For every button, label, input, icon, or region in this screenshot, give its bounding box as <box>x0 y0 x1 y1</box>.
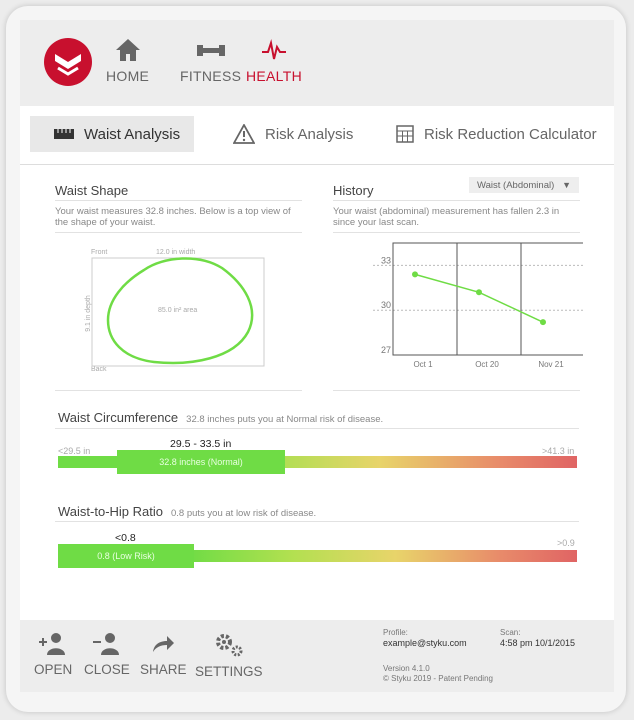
tab-risk-analysis-label: Risk Analysis <box>265 125 354 143</box>
copyright-label: © Styku 2019 - Patent Pending <box>383 674 493 683</box>
add-user-icon <box>39 633 66 655</box>
divider <box>55 200 302 201</box>
divider <box>333 200 580 201</box>
tab-risk-analysis[interactable]: Risk Analysis <box>233 116 353 152</box>
tab-bar: Waist Analysis Risk Analysis Risk Reduct… <box>20 106 614 165</box>
divider <box>55 232 302 233</box>
nav-fitness-label: FITNESS <box>180 68 242 84</box>
share-label: SHARE <box>140 662 187 677</box>
calculator-icon <box>396 125 414 143</box>
chart-frame <box>392 242 583 356</box>
whr-high-threshold-label: >0.9 <box>557 538 575 548</box>
waist-outline-plot <box>91 257 265 367</box>
waist-circumference-subtitle: 32.8 inches puts you at Normal risk of d… <box>186 414 384 425</box>
back-label: Back <box>91 366 107 373</box>
home-icon <box>115 39 140 61</box>
metric-dropdown-value: Waist (Abdominal) <box>477 179 555 191</box>
metric-dropdown[interactable]: Waist (Abdominal) ▼ <box>469 177 579 193</box>
history-desc: Your waist (abdominal) measurement has f… <box>333 206 560 228</box>
warning-icon <box>233 124 255 144</box>
scan-info: Scan: 4:58 pm 10/1/2015 <box>500 628 575 649</box>
front-label: Front <box>91 249 108 256</box>
whr-value-marker: 0.8 (Low Risk) <box>58 544 194 568</box>
scan-label: Scan: <box>500 628 521 637</box>
y-tick-label: 30 <box>381 300 391 310</box>
tab-waist-analysis-label: Waist Analysis <box>84 125 181 143</box>
nav-fitness[interactable]: FITNESS <box>180 38 241 84</box>
remove-user-icon <box>92 633 119 655</box>
app-window: HOME FITNESS HEALTH Waist Analysis <box>20 20 614 692</box>
whr-section: Waist-to-Hip Ratio 0.8 puts you at low ri… <box>58 504 316 519</box>
tab-waist-analysis[interactable]: Waist Analysis <box>30 116 194 152</box>
data-point <box>412 271 418 278</box>
tab-risk-reduction-calculator[interactable]: Risk Reduction Calculator <box>396 116 597 152</box>
nav-home[interactable]: HOME <box>106 38 149 84</box>
area-label: 85.0 in² area <box>158 307 198 314</box>
data-point <box>540 319 546 326</box>
waist-value-marker: 32.8 inches (Normal) <box>117 450 285 474</box>
x-tick-label: Oct 20 <box>475 360 499 369</box>
dumbbell-icon <box>196 45 225 56</box>
share-arrow-icon <box>153 636 175 652</box>
x-tick-label: Oct 1 <box>413 360 433 369</box>
divider <box>333 390 580 391</box>
tape-measure-icon <box>54 129 74 139</box>
width-label: 12.0 in width <box>156 249 196 256</box>
waist-outline <box>106 257 254 365</box>
nav-health[interactable]: HEALTH <box>246 38 302 84</box>
waist-shape-desc: Your waist measures 32.8 inches. Below i… <box>55 206 291 228</box>
styku-logo <box>44 38 92 86</box>
footer-bar: OPEN CLOSE SHARE SETTINGS Prof <box>20 620 614 692</box>
history-title: History <box>333 183 374 198</box>
waist-circumference-section: Waist Circumference 32.8 inches puts you … <box>58 410 383 425</box>
low-threshold-label: <29.5 in <box>58 446 91 456</box>
heartbeat-icon <box>262 39 286 60</box>
open-label: OPEN <box>34 662 73 677</box>
version-label: Version 4.1.0 <box>383 664 430 673</box>
waist-shape-title: Waist Shape <box>55 183 129 198</box>
normal-range-label: 29.5 - 33.5 in <box>170 438 232 450</box>
whr-range-label: <0.8 <box>115 532 136 544</box>
waist-shape-diagram: Front 12.0 in width Back 9.1 in depth 85… <box>82 248 270 376</box>
nav-health-label: HEALTH <box>246 68 302 84</box>
chevron-down-icon: ▼ <box>562 180 571 190</box>
waist-circumference-title: Waist Circumference <box>58 410 179 425</box>
profile-info: Profile: example@styku.com <box>383 628 467 649</box>
series-line <box>414 273 544 323</box>
data-point <box>476 289 482 296</box>
whr-value-label: 0.8 (Low Risk) <box>97 551 155 561</box>
waist-value-label: 32.8 inches (Normal) <box>159 457 243 467</box>
version-info: Version 4.1.0 © Styku 2019 - Patent Pend… <box>383 664 493 684</box>
gears-icon <box>215 634 243 657</box>
y-tick-label: 33 <box>381 255 391 265</box>
high-threshold-label: >41.3 in <box>542 446 575 456</box>
y-tick-label: 27 <box>381 345 391 355</box>
close-label: CLOSE <box>84 662 130 677</box>
x-tick-label: Nov 21 <box>538 360 564 369</box>
profile-value: example@styku.com <box>383 638 467 648</box>
divider <box>55 390 302 391</box>
profile-label: Profile: <box>383 628 408 637</box>
tab-risk-reduction-calculator-label: Risk Reduction Calculator <box>424 125 597 143</box>
top-nav: HOME FITNESS HEALTH <box>20 20 614 106</box>
share-button[interactable]: SHARE <box>140 632 187 677</box>
whr-subtitle: 0.8 puts you at low risk of disease. <box>170 508 317 519</box>
divider <box>333 232 580 233</box>
settings-button[interactable]: SETTINGS <box>195 632 263 679</box>
history-chart: 33 30 27 Oct 1 Oct 20 Nov 21 <box>373 242 583 369</box>
nav-home-label: HOME <box>106 68 150 84</box>
whr-title: Waist-to-Hip Ratio <box>58 504 163 519</box>
divider <box>55 521 579 522</box>
divider <box>55 428 579 429</box>
open-button[interactable]: OPEN <box>34 632 72 677</box>
close-button[interactable]: CLOSE <box>84 632 130 677</box>
scan-value: 4:58 pm 10/1/2015 <box>500 638 576 648</box>
settings-label: SETTINGS <box>195 664 263 679</box>
